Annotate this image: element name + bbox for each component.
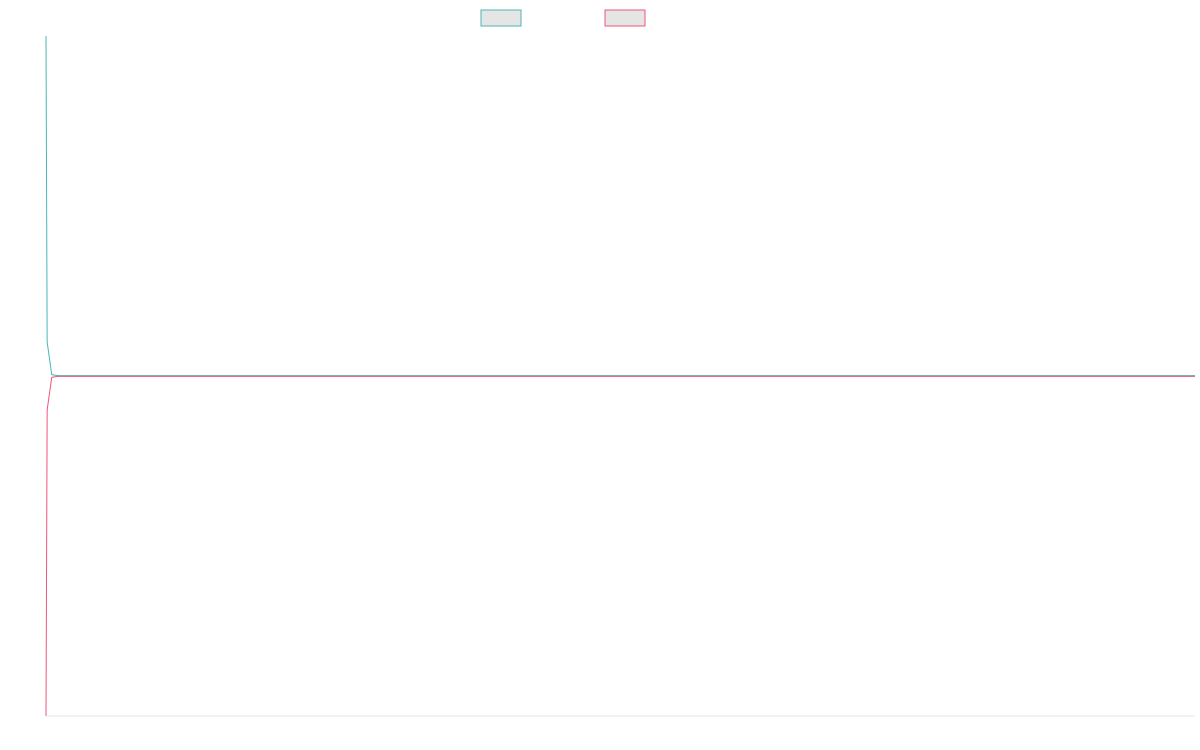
legend-swatch-1[interactable] <box>604 9 646 27</box>
series-line-1 <box>45 375 1195 717</box>
legend-item-1[interactable] <box>604 9 646 27</box>
plot-area <box>45 35 1195 717</box>
legend[interactable] <box>480 9 646 27</box>
legend-item-0[interactable] <box>480 9 522 27</box>
legend-swatch-0[interactable] <box>480 9 522 27</box>
series-line-0 <box>45 35 1195 377</box>
